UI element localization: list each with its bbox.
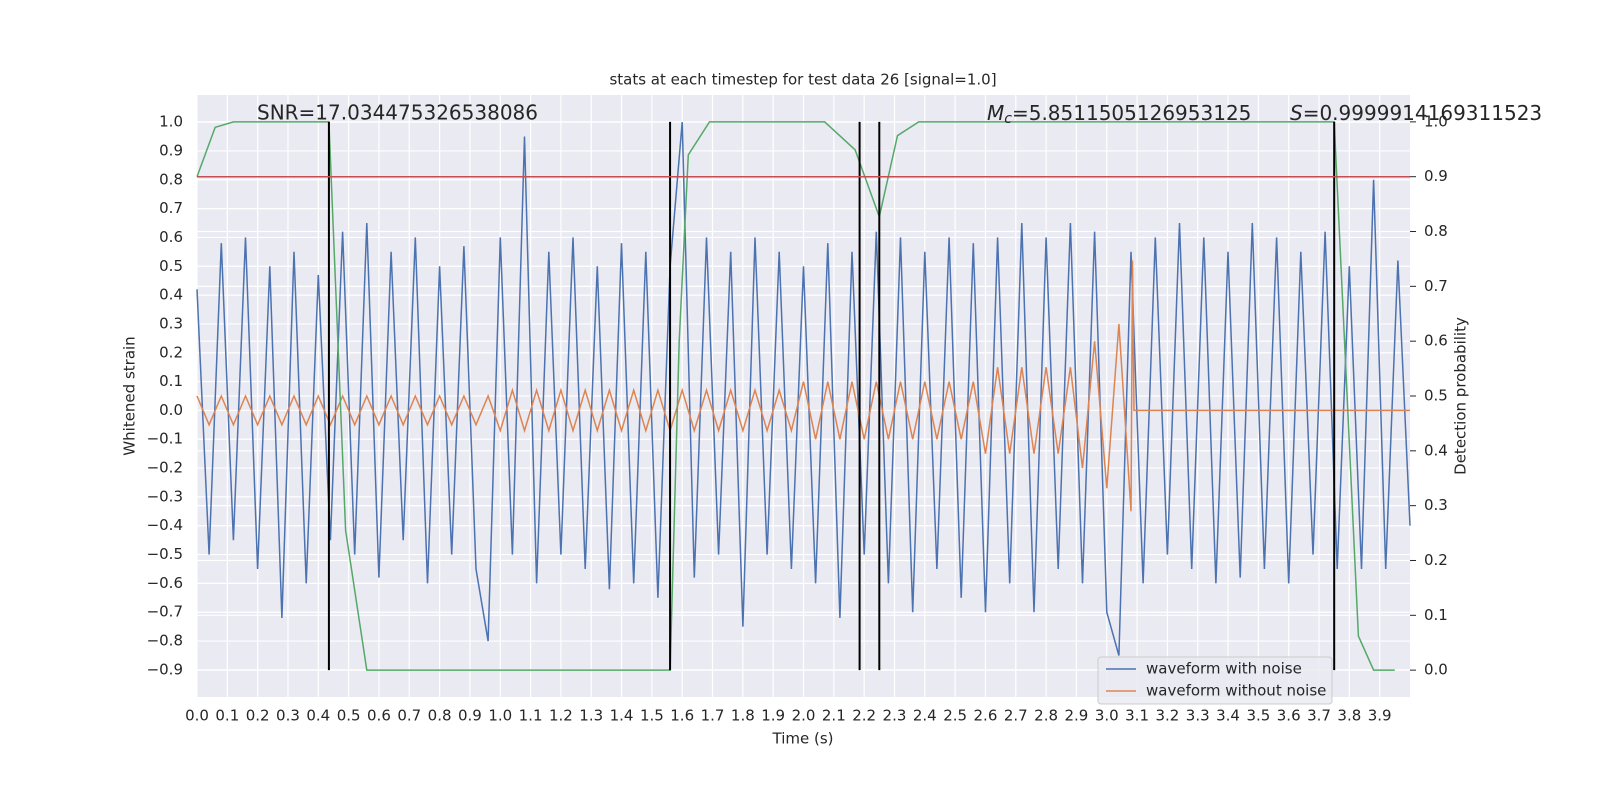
x-tick-label: 3.9 — [1368, 707, 1392, 725]
y-tick-label: 0.7 — [159, 199, 183, 217]
x-tick-label: 0.3 — [276, 707, 300, 725]
x-tick-label: 2.3 — [883, 707, 907, 725]
x-tick-label: 0.5 — [337, 707, 361, 725]
x-tick-label: 3.8 — [1337, 707, 1361, 725]
y2-tick-label: 0.4 — [1424, 441, 1448, 459]
y-tick-label: −0.6 — [147, 574, 183, 592]
x-tick-label: 3.4 — [1216, 707, 1240, 725]
y-tick-label: −0.7 — [147, 603, 183, 621]
x-tick-label: 2.2 — [852, 707, 876, 725]
x-tick-label: 3.3 — [1186, 707, 1210, 725]
x-tick-label: 1.1 — [519, 707, 543, 725]
x-tick-label: 3.2 — [1155, 707, 1179, 725]
x-tick-label: 0.4 — [306, 707, 330, 725]
y2-tick-label: 0.7 — [1424, 277, 1448, 295]
s-symbol: S — [1290, 101, 1303, 125]
y-tick-label: −0.3 — [147, 487, 183, 505]
y2-tick-label: 0.0 — [1424, 661, 1448, 679]
x-tick-label: 3.7 — [1307, 707, 1331, 725]
x-tick-label: 3.5 — [1246, 707, 1270, 725]
x-tick-label: 2.7 — [1004, 707, 1028, 725]
series-line — [196, 260, 1410, 512]
y2-axis-label: Detection probability — [1452, 317, 1470, 475]
x-tick-label: 1.3 — [579, 707, 603, 725]
y-tick-label: −0.1 — [147, 430, 183, 448]
y-tick-label: 0.2 — [159, 343, 183, 361]
x-tick-label: 1.9 — [761, 707, 785, 725]
x-tick-label: 1.4 — [610, 707, 634, 725]
legend-box — [1097, 656, 1333, 705]
legend-label: waveform with noise — [1146, 660, 1302, 678]
y-tick-label: −0.2 — [147, 459, 183, 477]
y-tick-label: 0.5 — [159, 257, 183, 275]
x-tick-label: 1.6 — [670, 707, 694, 725]
x-tick-label: 0.6 — [367, 707, 391, 725]
y-tick-label: −0.9 — [147, 660, 183, 678]
y2-tick-label: 0.9 — [1424, 167, 1448, 185]
s-annotation: S=0.9999914169311523 — [1290, 101, 1542, 125]
mc-subscript: c — [1004, 111, 1012, 127]
x-axis-label: Time (s) — [772, 730, 834, 748]
marks — [196, 121, 1411, 671]
y-tick-label: −0.4 — [147, 516, 183, 534]
y-tick-label: 0.9 — [159, 141, 183, 159]
mc-text: =5.8511505126953125 — [1012, 101, 1251, 125]
x-tick-label: 1.8 — [731, 707, 755, 725]
y2-tick-label: 1.0 — [1424, 112, 1448, 130]
x-tick-label: 2.1 — [822, 707, 846, 725]
y-axis-label: Whitened strain — [121, 336, 139, 455]
y2-tick-label: 0.8 — [1424, 222, 1448, 240]
x-tick-label: 3.6 — [1277, 707, 1301, 725]
y2-tick-label: 0.3 — [1424, 496, 1448, 514]
x-tick-label: 3.1 — [1125, 707, 1149, 725]
y2-tick-label: 0.6 — [1424, 332, 1448, 350]
x-tick-label: 1.2 — [549, 707, 573, 725]
y-tick-label: 0.3 — [159, 314, 183, 332]
mc-annotation: Mc=5.8511505126953125 — [987, 101, 1251, 128]
x-tick-label: 2.5 — [943, 707, 967, 725]
y-tick-label: 0.1 — [159, 372, 183, 390]
snr-annotation: SNR=17.034475326538086 — [257, 101, 538, 125]
series-line — [196, 122, 1411, 656]
y-tick-label: −0.8 — [147, 632, 183, 650]
x-tick-label: 2.6 — [974, 707, 998, 725]
x-tick-label: 1.5 — [640, 707, 664, 725]
x-tick-label: 2.9 — [1064, 707, 1088, 725]
x-tick-label: 1.0 — [488, 707, 512, 725]
y2-tick-label: 0.2 — [1424, 551, 1448, 569]
mc-symbol: M — [987, 101, 1004, 125]
x-tick-label: 0.9 — [458, 707, 482, 725]
x-tick-label: 0.8 — [428, 707, 452, 725]
y-tick-label: 0.0 — [159, 401, 183, 419]
y-tick-label: 0.6 — [159, 228, 183, 246]
legend: waveform with noise waveform without nois… — [1097, 656, 1333, 705]
x-tick-label: 2.0 — [792, 707, 816, 725]
x-tick-label: 2.4 — [913, 707, 937, 725]
legend-label: waveform without noise — [1146, 682, 1326, 700]
x-tick-label: 2.8 — [1034, 707, 1058, 725]
x-tick-label: 3.0 — [1095, 707, 1119, 725]
s-text: =0.9999914169311523 — [1303, 101, 1542, 125]
y-tick-label: 1.0 — [159, 113, 183, 131]
x-tick-label: 0.2 — [246, 707, 270, 725]
x-tick-label: 0.1 — [215, 707, 239, 725]
x-tick-label: 1.7 — [701, 707, 725, 725]
y2-tick-label: 0.5 — [1424, 387, 1448, 405]
y-tick-label: 0.8 — [159, 170, 183, 188]
grid — [196, 95, 1410, 697]
chart-title: stats at each timestep for test data 26 … — [609, 71, 996, 89]
x-tick-label: 0.7 — [397, 707, 421, 725]
y-tick-label: −0.5 — [147, 545, 183, 563]
y2-tick-label: 0.1 — [1424, 606, 1448, 624]
y-tick-label: 0.4 — [159, 286, 183, 304]
x-tick-label: 0.0 — [185, 707, 209, 725]
